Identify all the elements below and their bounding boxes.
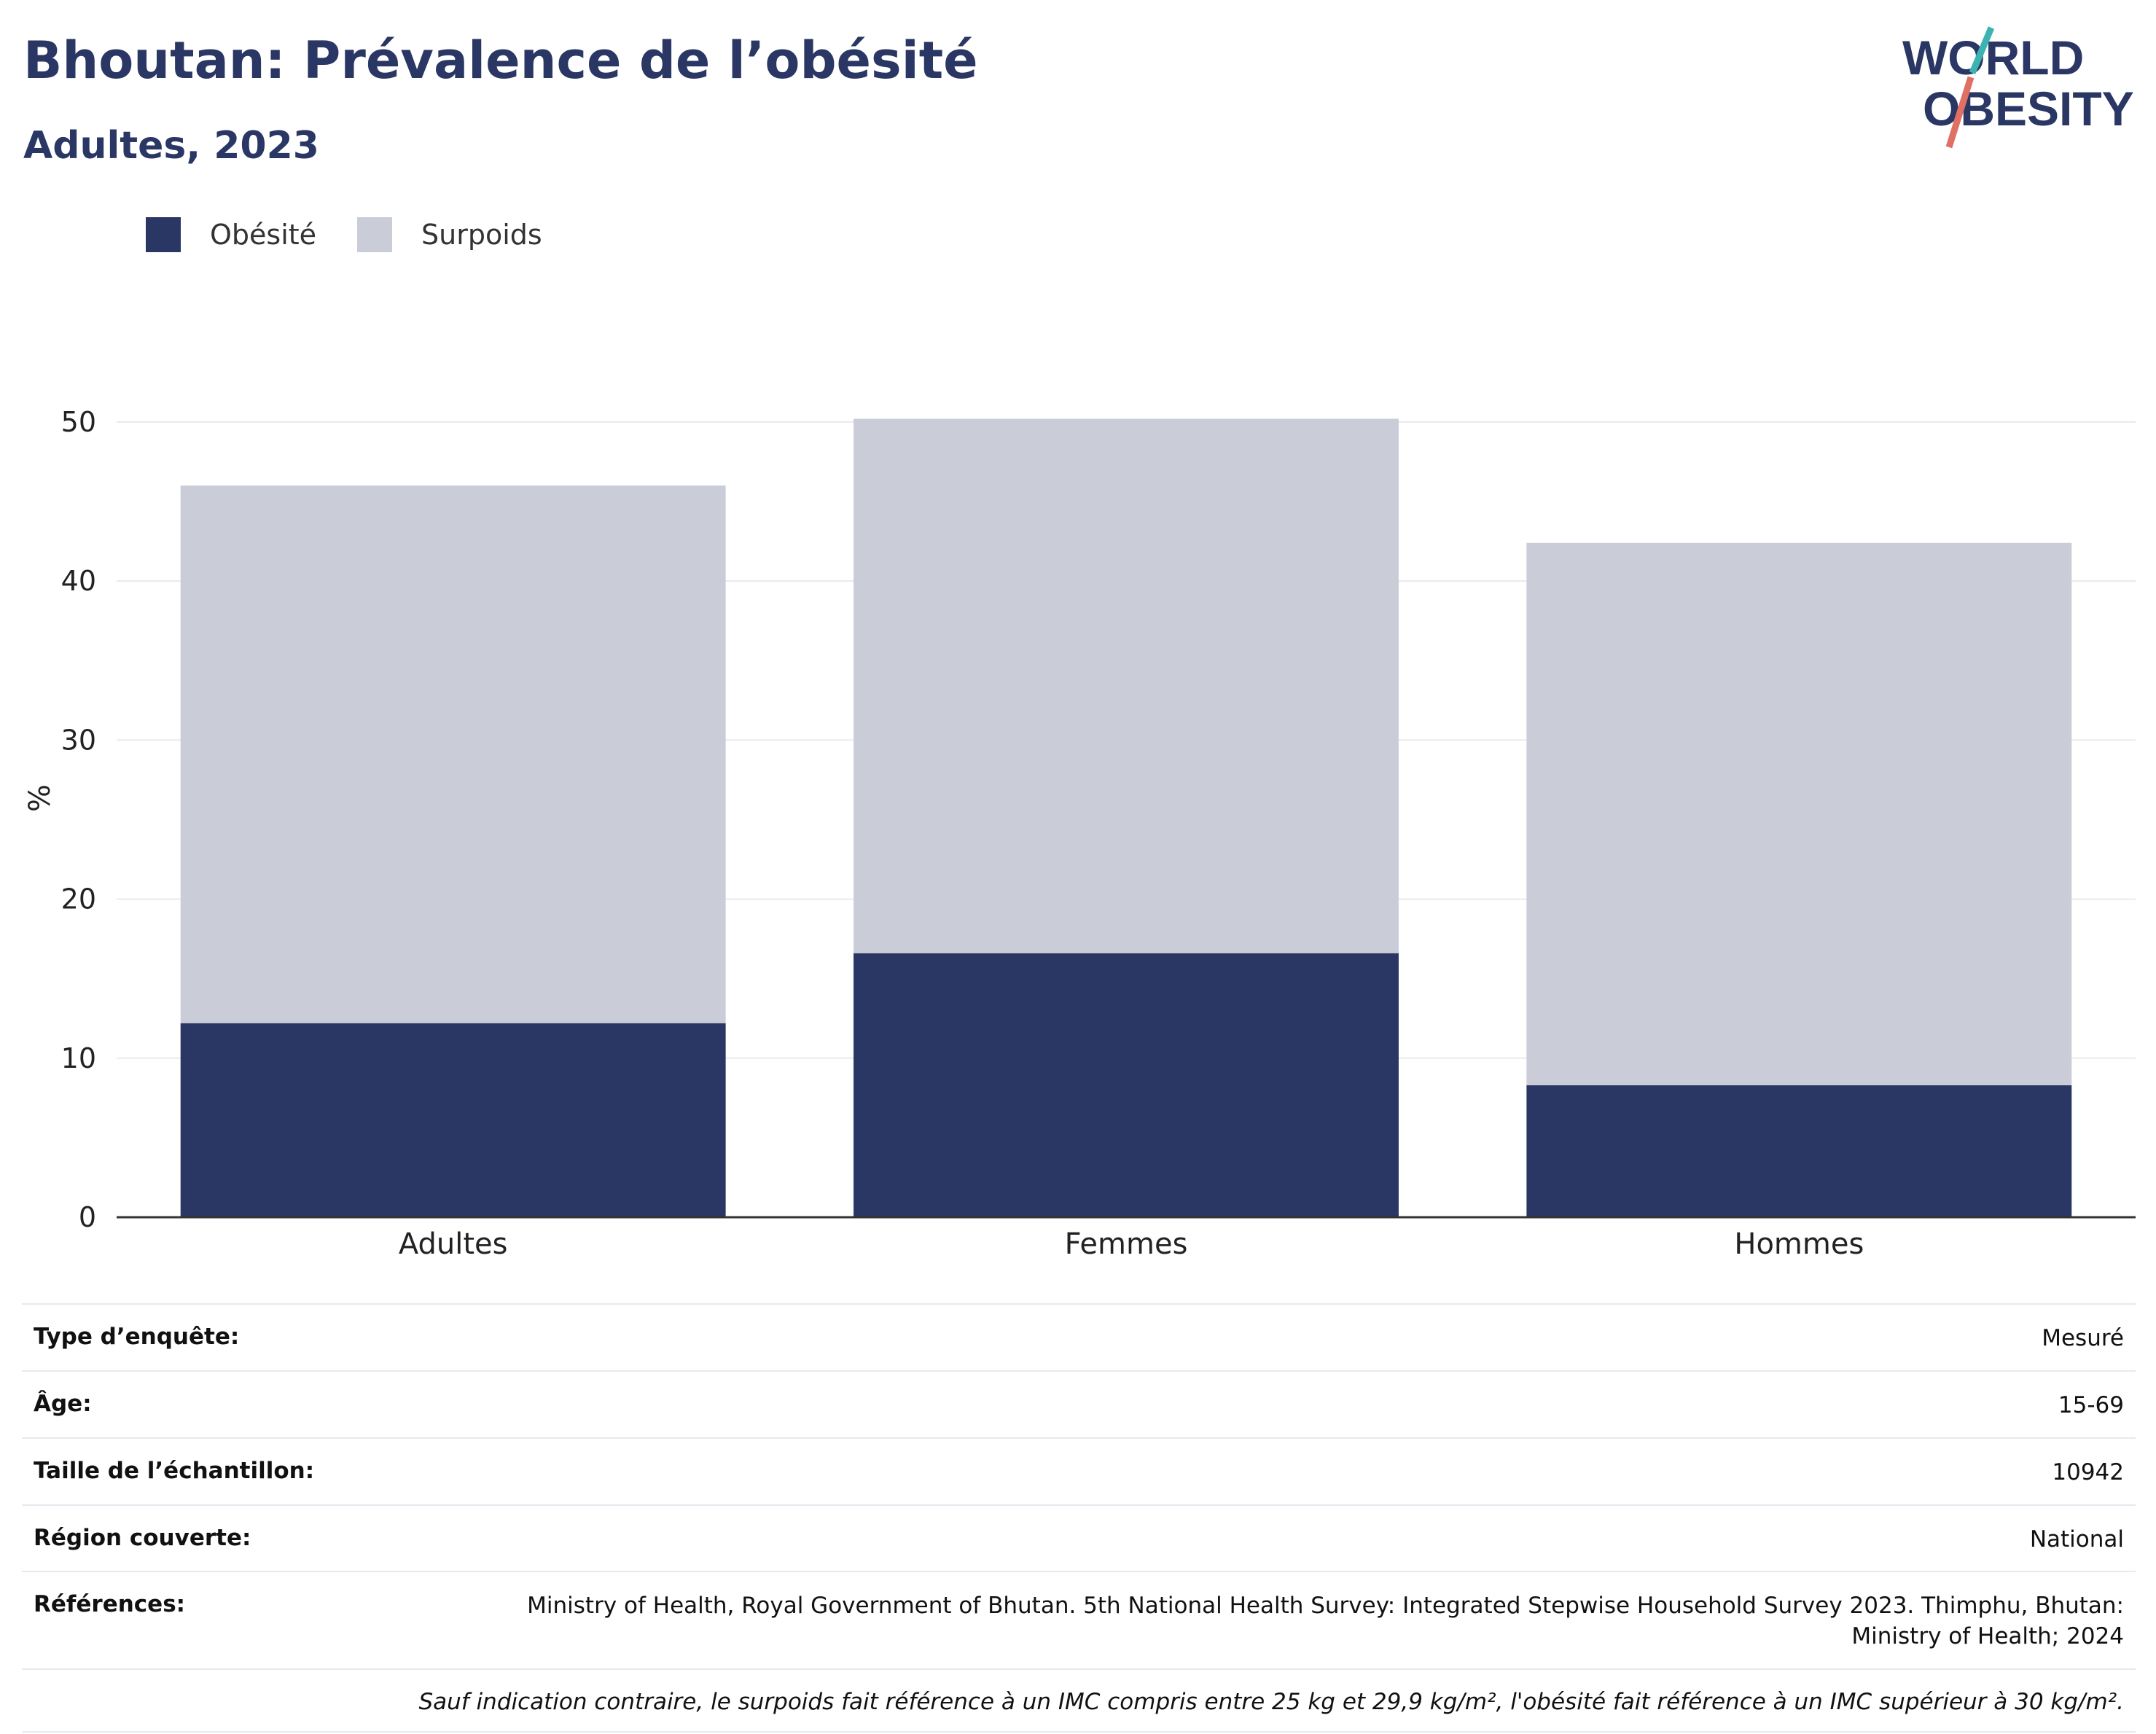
legend-item-overweight[interactable]: Surpoids — [357, 217, 542, 252]
logo-slash-teal — [1969, 26, 1995, 74]
legend-label-obesity: Obésité — [210, 219, 317, 251]
info-row-age: Âge: 15-69 — [22, 1370, 2136, 1437]
logo-text-world: WORLD — [1902, 31, 2084, 85]
info-value: Ministry of Health, Royal Government of … — [527, 1593, 2124, 1650]
y-axis-label: % — [23, 784, 57, 812]
info-value: 10942 — [2052, 1458, 2124, 1485]
stacked-bar-chart: 0 10 20 30 40 50% Adultes Femmes Hommes — [23, 406, 2136, 1261]
bar-overweight-adultes — [180, 485, 726, 1023]
chart-title: Bhoutan: Prévalence de l’obésité — [23, 31, 978, 90]
legend-label-overweight: Surpoids — [421, 219, 542, 251]
info-row-region: Région couverte: National — [22, 1504, 2136, 1571]
bar-obesity-hommes — [1526, 1085, 2072, 1217]
info-value: National — [2029, 1526, 2124, 1553]
legend-item-obesity[interactable]: Obésité — [146, 217, 316, 252]
legend-swatch-overweight — [357, 217, 393, 252]
info-key: Âge: — [34, 1390, 92, 1417]
x-tick-label: Hommes — [1734, 1227, 1864, 1261]
chart-subtitle: Adultes, 2023 — [23, 124, 319, 168]
info-key: Région couverte: — [34, 1524, 251, 1551]
info-value: Mesuré — [2042, 1325, 2124, 1351]
logo-slash-coral — [1945, 76, 1975, 149]
y-tick-label: 20 — [61, 883, 96, 915]
y-tick-label: 40 — [61, 565, 96, 597]
y-tick-label: 0 — [79, 1201, 96, 1233]
info-key: Références: — [34, 1591, 186, 1618]
bar-overweight-hommes — [1526, 542, 2072, 1085]
chart-legend: Obésité Surpoids — [146, 217, 583, 252]
bar-obesity-femmes — [854, 953, 1399, 1217]
survey-info-table: Type d’enquête: Mesuré Âge: 15-69 Taille… — [22, 1303, 2136, 1733]
info-value: 15-69 — [2058, 1391, 2124, 1418]
info-key: Type d’enquête: — [34, 1324, 240, 1350]
info-row-survey-type: Type d’enquête: Mesuré — [22, 1303, 2136, 1370]
y-tick-label: 50 — [61, 406, 96, 438]
x-tick-label: Adultes — [399, 1227, 508, 1261]
world-obesity-logo: WORLD OBESITY — [1902, 26, 2134, 149]
y-tick-label: 10 — [61, 1042, 96, 1074]
legend-swatch-obesity — [146, 217, 181, 252]
y-tick-label: 30 — [61, 724, 96, 756]
bmi-definition-note: Sauf indication contraire, le surpoids f… — [22, 1668, 2136, 1733]
x-tick-label: Femmes — [1065, 1227, 1188, 1261]
info-row-sample-size: Taille de l’échantillon: 10942 — [22, 1437, 2136, 1504]
bar-overweight-femmes — [854, 418, 1399, 953]
info-row-references: Références: Ministry of Health, Royal Go… — [22, 1571, 2136, 1668]
info-key: Taille de l’échantillon: — [34, 1457, 315, 1484]
bar-obesity-adultes — [180, 1023, 726, 1217]
